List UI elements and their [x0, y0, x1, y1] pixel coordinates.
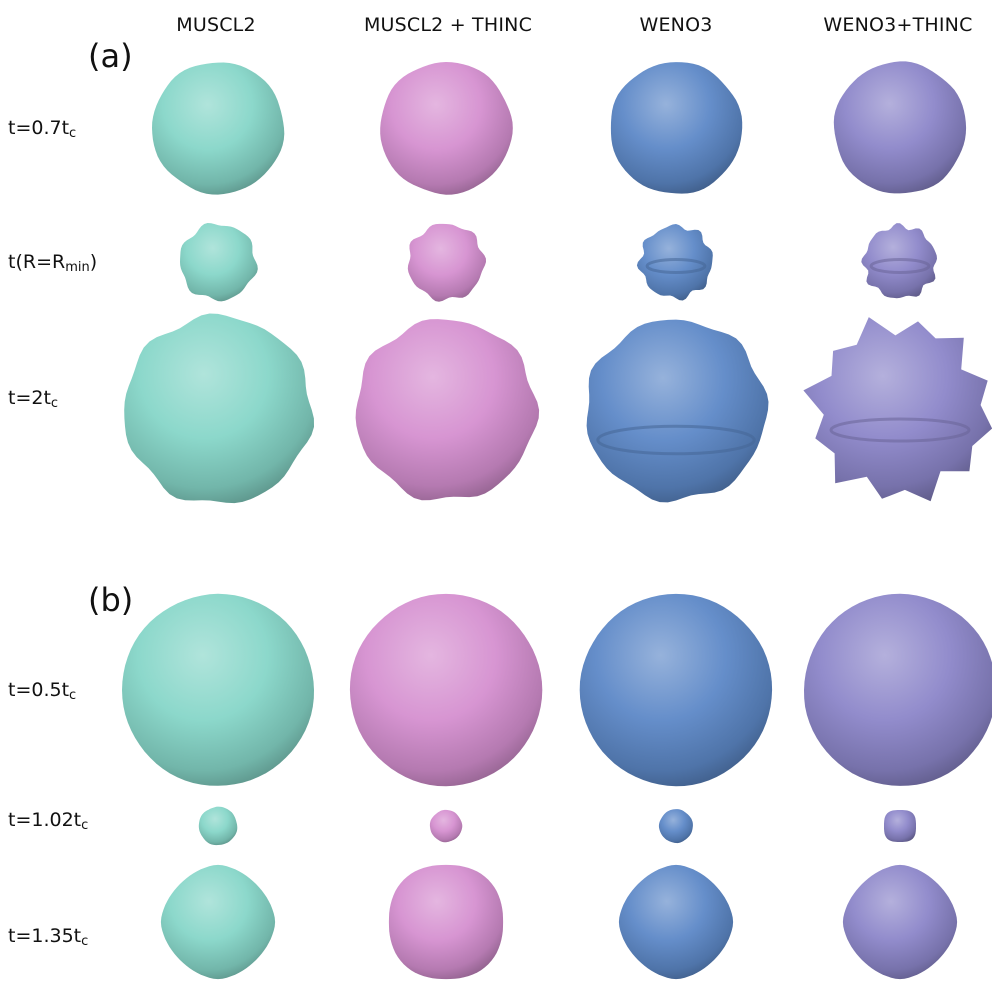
bubble-render-r1-c4 [833, 61, 967, 194]
row-label-b-1: t=0.5tc [8, 679, 77, 703]
row-label-b-3: t=1.35tc [8, 925, 89, 949]
panel-label-a: (a) [88, 37, 133, 75]
bubble-render-r5-c4 [884, 810, 916, 842]
row-label-main: t=0.5t [8, 679, 70, 701]
panel-label-b: (b) [88, 581, 134, 619]
bubble-render-r3-c2 [355, 319, 540, 501]
row-label-a-3: t=2tc [8, 387, 59, 411]
row-label-subscript: c [69, 688, 77, 703]
bubble-render-r6-c1 [160, 864, 276, 980]
column-header-muscl2: MUSCL2 [176, 14, 256, 36]
row-label-subscript: c [50, 396, 59, 411]
row-label-main: t=1.02t [8, 809, 82, 831]
bubble-render-r5-c3 [658, 809, 693, 844]
row-label-main: t=2t [8, 387, 51, 409]
bubble-render-r2-c3-band [645, 258, 707, 274]
row-label-main: t=0.7t [8, 117, 70, 139]
bubble-render-r1-c3 [610, 62, 743, 194]
bubble-render-r5-c1 [198, 806, 238, 846]
bubble-render-r3-c4-band [829, 417, 971, 443]
row-label-main: t(R=R [8, 251, 66, 273]
bubble-render-r4-c4 [804, 593, 992, 786]
bubble-render-r2-c3 [636, 224, 713, 301]
column-header-muscl2-thinc: MUSCL2 + THINC [363, 14, 533, 36]
row-label-subscript: min [65, 260, 90, 275]
bubble-render-r3-c4 [803, 317, 992, 502]
bubble-render-r1-c1 [152, 62, 285, 195]
row-label-subscript: c [81, 934, 89, 949]
row-label-subscript: c [69, 126, 77, 141]
column-header-weno3-thinc: WENO3+THINC [823, 14, 973, 36]
bubble-render-r6-c2 [388, 864, 504, 980]
bubble-render-r1-c2 [380, 62, 513, 195]
bubble-render-r3-c3 [586, 319, 769, 503]
bubble-render-r3-c1 [124, 313, 314, 504]
bubble-render-r2-c2 [407, 223, 486, 302]
bubble-render-r4-c3 [579, 593, 773, 787]
bubble-render-r5-c2 [429, 809, 463, 843]
column-header-weno3: WENO3 [639, 14, 713, 36]
row-label-a-2: t(R=Rmin) [8, 251, 98, 275]
row-label-a-1: t=0.7tc [8, 117, 77, 141]
row-label-b-2: t=1.02tc [8, 809, 89, 833]
bubble-render-r6-c4 [842, 864, 958, 980]
bubble-render-r3-c3-band [596, 424, 756, 456]
row-label-main: t=1.35t [8, 925, 82, 947]
bubble-render-r2-c1 [180, 223, 258, 302]
row-label-subscript: c [81, 818, 89, 833]
bubble-render-r4-c2 [349, 593, 543, 787]
row-label-tail: ) [89, 251, 98, 273]
bubble-render-r6-c3 [618, 864, 734, 980]
bubble-render-r4-c1 [122, 593, 314, 786]
bubble-render-r2-c4-band [869, 258, 931, 274]
